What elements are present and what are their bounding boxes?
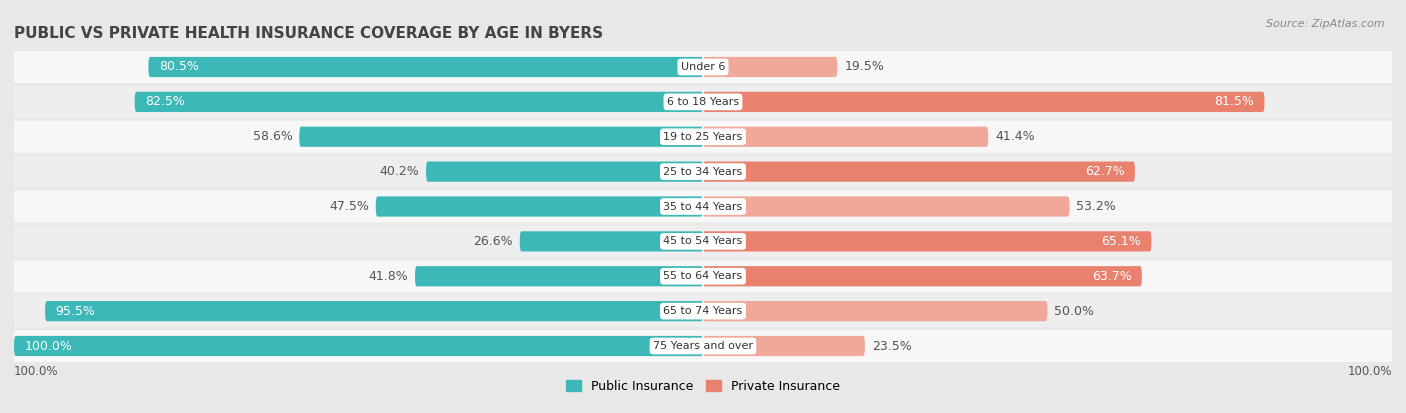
FancyBboxPatch shape — [0, 156, 1406, 188]
FancyBboxPatch shape — [703, 127, 988, 147]
Text: 19 to 25 Years: 19 to 25 Years — [664, 132, 742, 142]
FancyBboxPatch shape — [149, 57, 703, 77]
Text: 100.0%: 100.0% — [14, 365, 59, 377]
Text: 62.7%: 62.7% — [1085, 165, 1125, 178]
Text: 63.7%: 63.7% — [1092, 270, 1132, 283]
Text: 100.0%: 100.0% — [24, 339, 72, 353]
Text: 41.8%: 41.8% — [368, 270, 408, 283]
FancyBboxPatch shape — [0, 190, 1406, 223]
FancyBboxPatch shape — [703, 197, 1070, 216]
Text: 75 Years and over: 75 Years and over — [652, 341, 754, 351]
Text: 40.2%: 40.2% — [380, 165, 419, 178]
Text: 55 to 64 Years: 55 to 64 Years — [664, 271, 742, 281]
Text: 65.1%: 65.1% — [1101, 235, 1142, 248]
Text: 47.5%: 47.5% — [329, 200, 368, 213]
Text: 100.0%: 100.0% — [1347, 365, 1392, 377]
Text: 81.5%: 81.5% — [1215, 95, 1254, 108]
Text: 23.5%: 23.5% — [872, 339, 911, 353]
Text: 65 to 74 Years: 65 to 74 Years — [664, 306, 742, 316]
FancyBboxPatch shape — [703, 301, 1047, 321]
FancyBboxPatch shape — [135, 92, 703, 112]
Legend: Public Insurance, Private Insurance: Public Insurance, Private Insurance — [561, 375, 845, 398]
FancyBboxPatch shape — [426, 161, 703, 182]
Text: 26.6%: 26.6% — [474, 235, 513, 248]
Text: 58.6%: 58.6% — [253, 130, 292, 143]
Text: 82.5%: 82.5% — [145, 95, 184, 108]
FancyBboxPatch shape — [0, 225, 1406, 257]
Text: 25 to 34 Years: 25 to 34 Years — [664, 166, 742, 177]
Text: PUBLIC VS PRIVATE HEALTH INSURANCE COVERAGE BY AGE IN BYERS: PUBLIC VS PRIVATE HEALTH INSURANCE COVER… — [14, 26, 603, 41]
Text: Under 6: Under 6 — [681, 62, 725, 72]
FancyBboxPatch shape — [703, 231, 1152, 252]
FancyBboxPatch shape — [703, 161, 1135, 182]
Text: 19.5%: 19.5% — [844, 60, 884, 74]
FancyBboxPatch shape — [703, 336, 865, 356]
Text: 50.0%: 50.0% — [1054, 305, 1094, 318]
Text: 35 to 44 Years: 35 to 44 Years — [664, 202, 742, 211]
Text: Source: ZipAtlas.com: Source: ZipAtlas.com — [1267, 19, 1385, 28]
FancyBboxPatch shape — [0, 86, 1406, 118]
FancyBboxPatch shape — [375, 197, 703, 216]
FancyBboxPatch shape — [0, 295, 1406, 327]
FancyBboxPatch shape — [45, 301, 703, 321]
FancyBboxPatch shape — [703, 92, 1264, 112]
FancyBboxPatch shape — [299, 127, 703, 147]
Text: 45 to 54 Years: 45 to 54 Years — [664, 236, 742, 247]
FancyBboxPatch shape — [0, 121, 1406, 153]
FancyBboxPatch shape — [520, 231, 703, 252]
FancyBboxPatch shape — [0, 51, 1406, 83]
Text: 80.5%: 80.5% — [159, 60, 198, 74]
FancyBboxPatch shape — [415, 266, 703, 286]
Text: 95.5%: 95.5% — [55, 305, 96, 318]
FancyBboxPatch shape — [703, 266, 1142, 286]
Text: 41.4%: 41.4% — [995, 130, 1035, 143]
FancyBboxPatch shape — [14, 336, 703, 356]
FancyBboxPatch shape — [0, 260, 1406, 292]
Text: 6 to 18 Years: 6 to 18 Years — [666, 97, 740, 107]
Text: 53.2%: 53.2% — [1077, 200, 1116, 213]
FancyBboxPatch shape — [703, 57, 838, 77]
FancyBboxPatch shape — [0, 330, 1406, 362]
